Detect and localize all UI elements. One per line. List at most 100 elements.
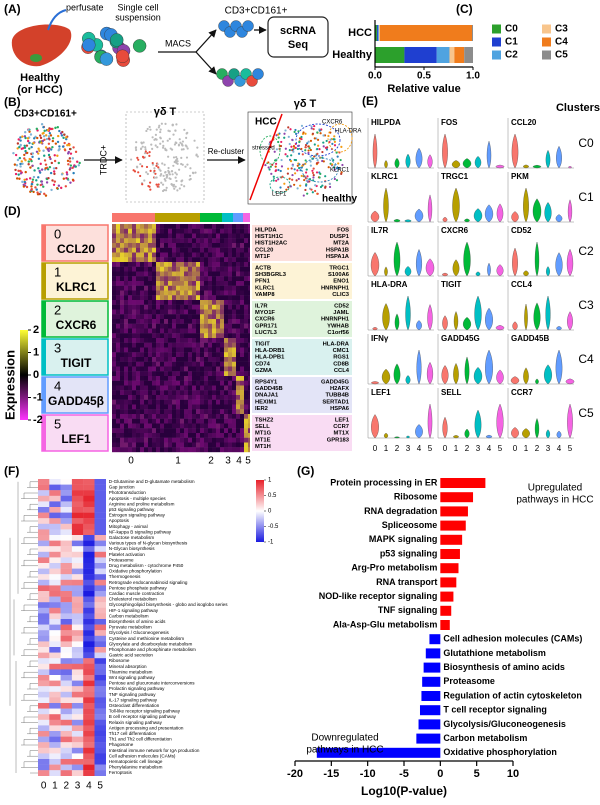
heat-cell <box>164 329 168 334</box>
heat-cell <box>248 238 250 243</box>
heat-cell <box>160 333 164 338</box>
heat-cell <box>216 348 220 353</box>
heat-cell <box>184 272 188 277</box>
heat-cell <box>224 367 228 372</box>
cell-dot <box>316 171 318 173</box>
cell-dot <box>160 129 162 131</box>
cell-dot <box>32 178 34 180</box>
heat-cell <box>136 262 140 267</box>
heat-cell <box>152 267 156 272</box>
cell-dot <box>316 131 318 133</box>
heat-cell <box>38 513 50 519</box>
heat-cell <box>132 291 136 296</box>
heat-cell <box>244 381 248 386</box>
cell-dot <box>175 177 177 179</box>
heat-cell <box>188 329 192 334</box>
heat-cell <box>164 276 168 281</box>
cell-dot <box>277 178 279 180</box>
heat-cell <box>224 295 228 300</box>
cell-dot <box>24 150 26 152</box>
heat-cell <box>124 276 128 281</box>
heat-cell <box>156 248 160 253</box>
heat-cell <box>172 281 176 286</box>
heat-cell <box>61 585 73 591</box>
heat-cell <box>112 314 116 319</box>
heat-cell <box>38 518 50 524</box>
cell-dot <box>38 193 40 195</box>
heat-cell <box>180 400 184 405</box>
heat-cell <box>128 333 132 338</box>
heat-cell <box>136 238 140 243</box>
heat-cell <box>38 664 50 670</box>
marker-gene: HIST1H2AC <box>255 241 288 247</box>
heat-cell <box>49 770 61 776</box>
legend-swatch <box>542 38 551 47</box>
cell-dot <box>295 133 297 135</box>
heat-cell <box>184 400 188 405</box>
cell-dot <box>26 186 28 188</box>
heat-cell <box>216 343 220 348</box>
heat-cell <box>83 597 95 603</box>
heat-cell <box>248 276 250 281</box>
heat-cell <box>136 234 140 239</box>
heat-cell <box>120 362 124 367</box>
heat-cell <box>83 737 95 743</box>
cell-dot <box>29 177 31 179</box>
cell-dot <box>169 130 171 132</box>
heat-cell <box>156 305 160 310</box>
heat-cell <box>188 438 192 443</box>
label: scRNA <box>280 25 316 37</box>
heat-cell <box>212 405 216 410</box>
heat-cell <box>112 276 116 281</box>
heat-cell <box>192 329 196 334</box>
heat-cell <box>232 357 236 362</box>
cell-dot <box>290 146 292 148</box>
heat-cell <box>236 409 240 414</box>
heat-cell <box>83 546 95 552</box>
heat-cell <box>204 381 208 386</box>
marker-gene: FOS <box>337 228 349 234</box>
heat-cell <box>228 414 232 419</box>
heat-cell <box>224 386 228 391</box>
heat-cell <box>168 224 172 229</box>
heat-cell <box>216 362 220 367</box>
heat-cell <box>152 291 156 296</box>
heat-cell <box>240 390 244 395</box>
cluster-box-accent <box>42 225 46 261</box>
heat-cell <box>192 272 196 277</box>
heat-cell <box>136 324 140 329</box>
cell-dot <box>40 137 42 139</box>
cell-dot <box>36 188 38 190</box>
heat-cell <box>232 348 236 353</box>
cell-dot <box>314 143 316 145</box>
bar-segment <box>378 25 379 41</box>
heat-cell <box>112 310 116 315</box>
heat-cell <box>228 295 232 300</box>
heat-cell <box>38 597 50 603</box>
heat-cell <box>244 433 248 438</box>
heat-cell <box>132 390 136 395</box>
heat-cell <box>164 243 168 248</box>
heat-cell <box>208 338 212 343</box>
heat-cell <box>38 653 50 659</box>
heat-cell <box>248 257 250 262</box>
heat-cell <box>95 479 107 485</box>
heat-cell <box>248 310 250 315</box>
cell-dot <box>298 167 300 169</box>
heat-cell <box>208 381 212 386</box>
heat-cell <box>244 234 248 239</box>
heat-cell <box>156 424 160 429</box>
heat-cell <box>220 405 224 410</box>
heat-cell <box>124 424 128 429</box>
heat-cell <box>172 238 176 243</box>
heat-cell <box>49 742 61 748</box>
heat-cell <box>232 253 236 258</box>
cell <box>243 21 254 32</box>
heat-cell <box>144 324 148 329</box>
heat-cell <box>168 343 172 348</box>
heat-cell <box>208 257 212 262</box>
heat-cell <box>200 348 204 353</box>
cell-dot <box>63 178 65 180</box>
heat-cell <box>124 433 128 438</box>
heat-cell <box>208 405 212 410</box>
